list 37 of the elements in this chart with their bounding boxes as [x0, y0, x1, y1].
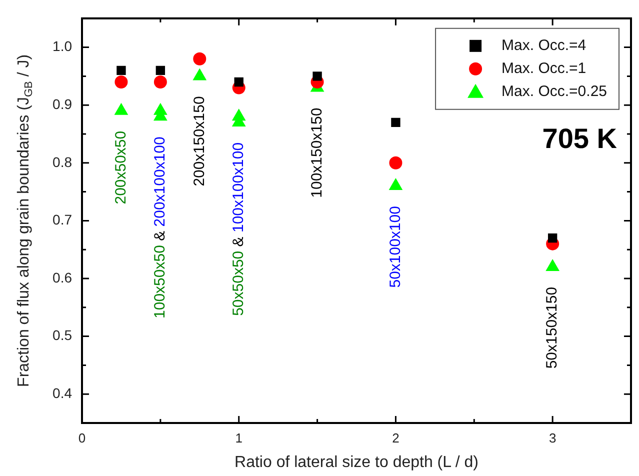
y-tick-label: 0.7	[52, 212, 72, 228]
x-tick-label: 1	[235, 430, 242, 446]
x-tick-label: 0	[78, 430, 86, 446]
point	[114, 75, 128, 88]
annotation: 200x50x50	[112, 130, 130, 204]
point	[114, 102, 128, 115]
y-tick-label: 0.4	[52, 384, 72, 401]
y-tick-label: 0.8	[52, 154, 72, 170]
y-axis-title: Fraction of flux along grain boundaries (JGB / J)	[15, 54, 36, 387]
annotation: 200x150x150	[190, 96, 208, 186]
point	[154, 75, 167, 88]
point	[116, 66, 126, 76]
point	[156, 66, 166, 76]
legend-label: Max. Occ.=4	[502, 37, 586, 54]
annotation: 705 K	[542, 123, 617, 154]
annotation: 100x50x50 & 200x100x100	[152, 136, 169, 318]
annotation: 50x50x50 & 100x100x100	[230, 142, 247, 316]
annotation: 100x150x150	[308, 108, 326, 198]
point	[192, 68, 207, 80]
point	[312, 72, 322, 81]
y-tick-label: 0.5	[52, 327, 72, 344]
point	[389, 156, 402, 170]
y-tick-label: 0.9	[52, 96, 72, 112]
y-tick-label: 0.6	[52, 269, 72, 286]
point	[234, 77, 244, 87]
annotation: 50x100x100	[386, 206, 404, 288]
x-tick-label: 2	[392, 430, 400, 446]
point	[388, 178, 403, 190]
point	[546, 258, 560, 271]
annotation: 50x150x150	[544, 286, 561, 369]
legend-label: Max. Occ.=1	[502, 60, 586, 78]
x-axis-title: Ratio of lateral size to depth (L / d)	[234, 454, 478, 471]
legend-label: Max. Occ.=0.25	[502, 83, 608, 100]
x-tick-label: 3	[548, 430, 556, 446]
point	[391, 118, 400, 128]
point	[193, 52, 206, 66]
y-tick-label: 1.0	[52, 38, 72, 54]
